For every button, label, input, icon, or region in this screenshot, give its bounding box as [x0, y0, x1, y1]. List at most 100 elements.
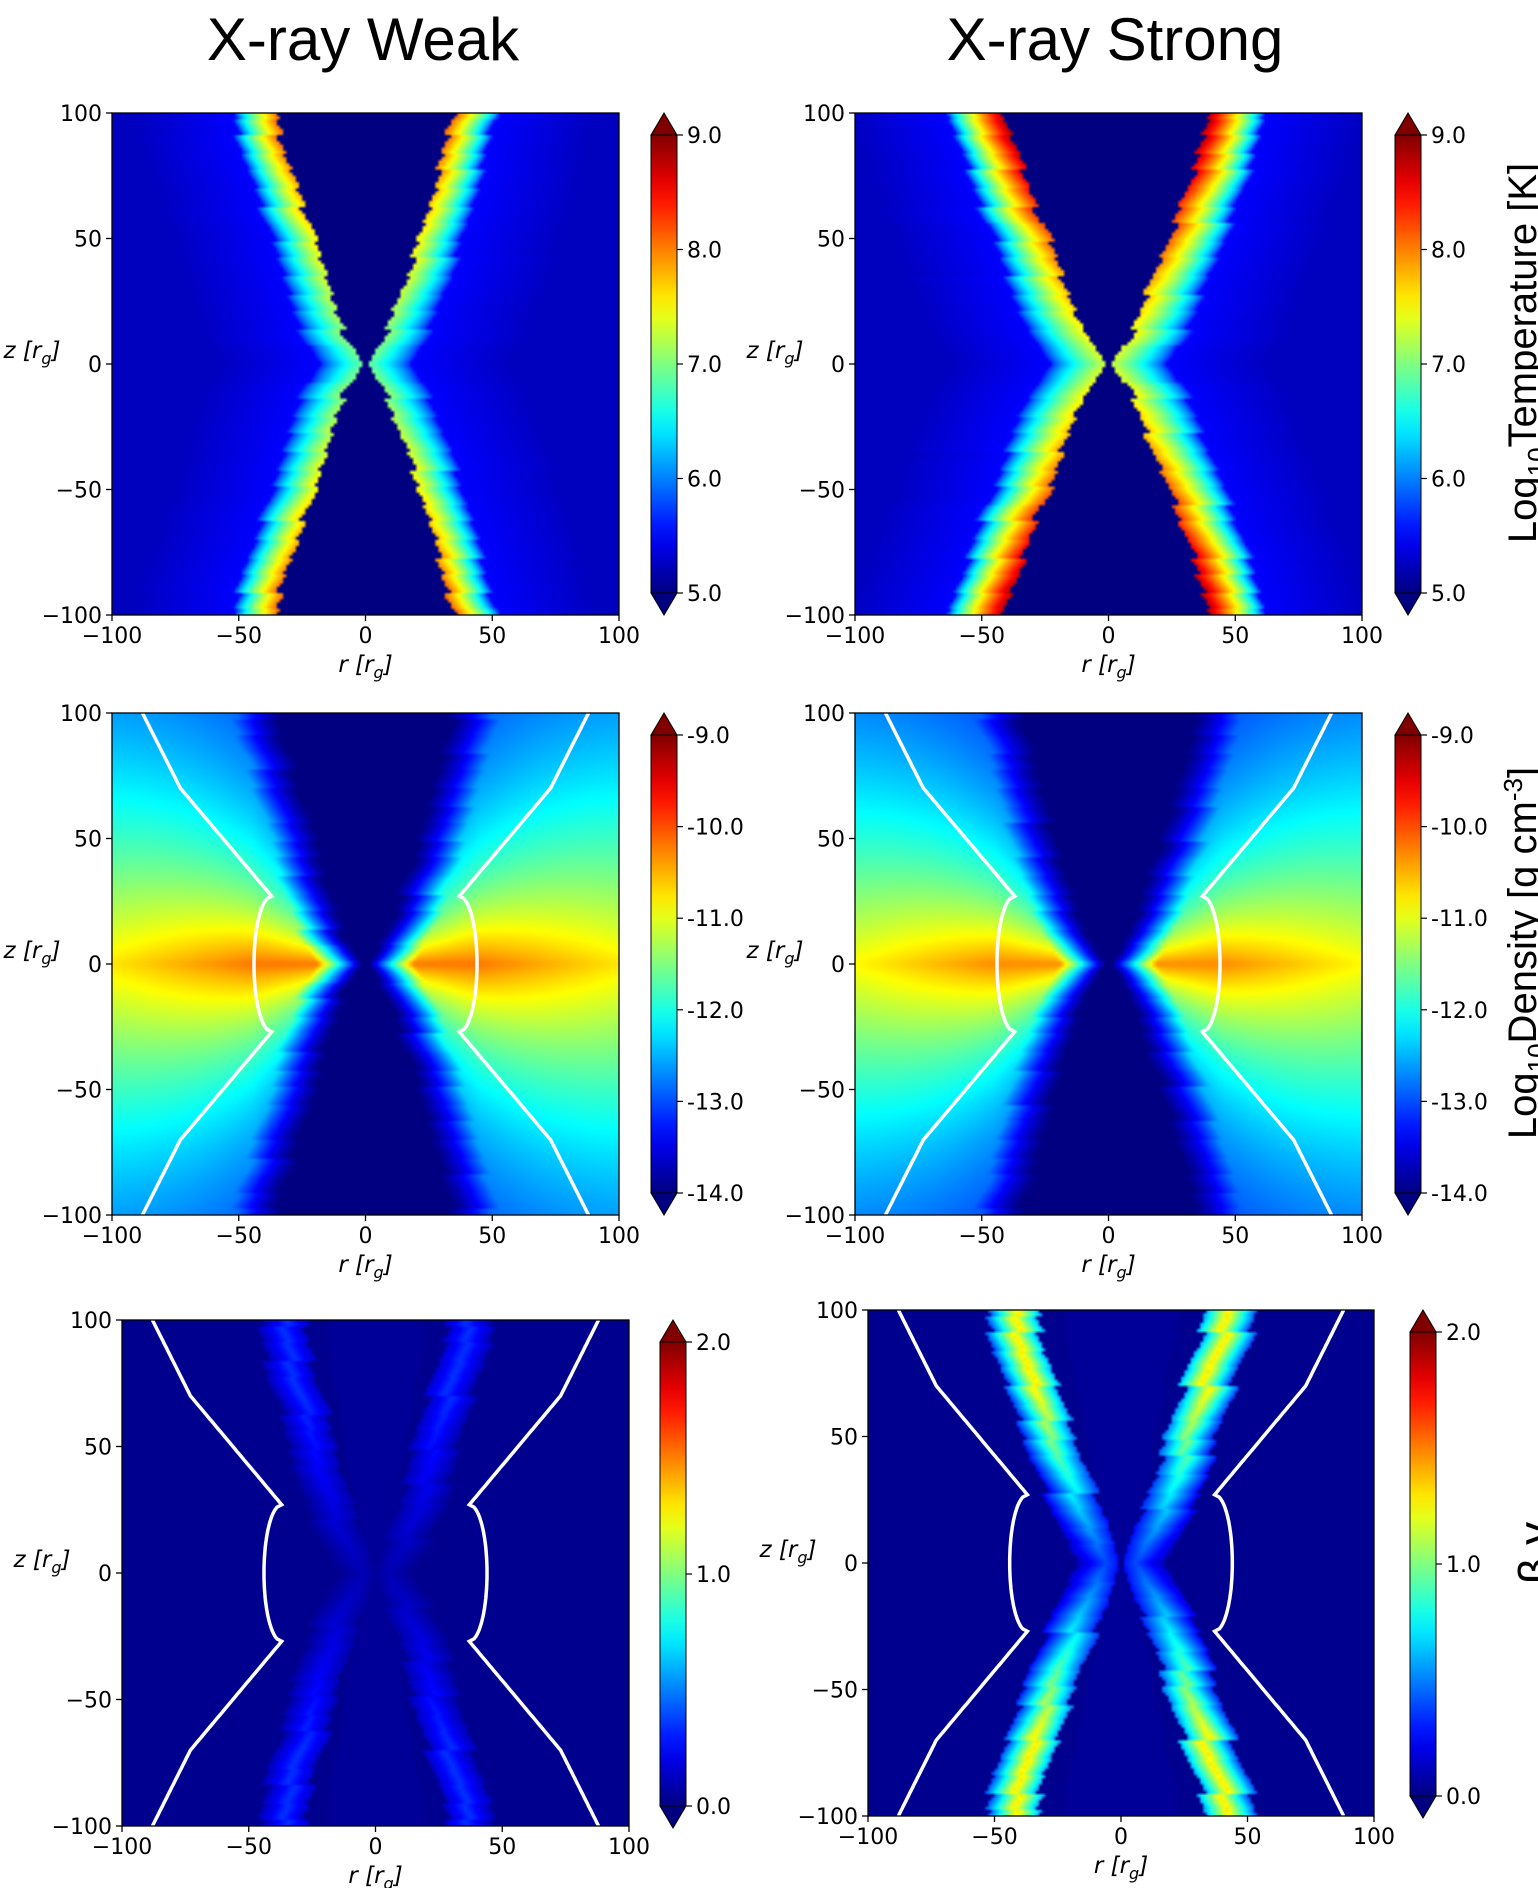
x-tick-label: −50: [959, 1224, 1005, 1249]
y-axis-label: z [rg]: [3, 938, 61, 968]
panel-bottom-left: −100 −50 0 50 100 −100 −50 0 50 100 r [rg] z [rg] 0.…: [13, 1309, 731, 1888]
colorbar-tick-label: -11.0: [1431, 907, 1488, 932]
x-tick-label: 100: [1353, 1825, 1395, 1850]
colorbar-tick-label: -14.0: [687, 1182, 744, 1207]
contour-left-middle-right: [883, 712, 1018, 1216]
colorbar-gradient: [1409, 1331, 1437, 1797]
heatmap-bottom-left: [122, 1320, 629, 1826]
contour-left-bottom-left: [150, 1319, 285, 1827]
y-tick-label: −50: [66, 1689, 112, 1714]
colorbar-gradient: [659, 1341, 687, 1807]
colorbar-label: Log10Temperature [K]: [1501, 163, 1538, 543]
x-tick-label: −50: [216, 1224, 262, 1249]
x-tick-label: −100: [825, 1224, 885, 1249]
y-tick-label: 0: [88, 953, 102, 978]
x-tick-label: 50: [1234, 1825, 1262, 1850]
colorbar-tick-label: 7.0: [1431, 353, 1466, 378]
colorbar-tick-label: -14.0: [1431, 1182, 1488, 1207]
colorbar-tick-label: -9.0: [1431, 724, 1474, 749]
y-tick-label: 100: [803, 702, 845, 727]
heatmap-top-right: [855, 113, 1362, 615]
panel-middle-left: −100 −50 0 50 100 −100 −50 0 50 100 r [rg] z [rg] -1…: [3, 702, 744, 1282]
contour-right-bottom-right: [1211, 1309, 1346, 1817]
colorbar-tick-label: 6.0: [1431, 468, 1466, 493]
column-title-right: X-ray Strong: [947, 6, 1284, 73]
x-tick-label: −50: [226, 1835, 272, 1860]
heatmap-middle-left: [112, 713, 619, 1215]
x-tick-label: −100: [82, 624, 142, 649]
x-tick-label: 50: [1221, 624, 1249, 649]
colorbar-extend-max: [1394, 112, 1422, 136]
y-tick-label: 0: [831, 953, 845, 978]
colorbar-tick-label: -10.0: [687, 816, 744, 841]
y-tick-label: 100: [60, 102, 102, 127]
y-tick-label: −100: [42, 1204, 102, 1229]
colorbar-tick-label: 9.0: [1431, 124, 1466, 149]
x-tick-label: 50: [1221, 1224, 1249, 1249]
colorbar-bottom-right: 0.0 1.0 2.0 β γ: [1409, 1309, 1538, 1819]
x-tick-label: 0: [1102, 624, 1116, 649]
colorbar-tick-label: -10.0: [1431, 816, 1488, 841]
colorbar-extend-min: [1394, 1192, 1422, 1216]
y-tick-label: −100: [42, 604, 102, 629]
x-tick-label: 50: [478, 624, 506, 649]
x-tick-label: 100: [598, 1224, 640, 1249]
y-axis-label: z [rg]: [3, 338, 61, 368]
colorbar-extend-max: [1409, 1309, 1437, 1333]
contour-right-bottom-left: [466, 1319, 601, 1827]
panel-middle-right: −100 −50 0 50 100 −100 −50 0 50 100 r [rg] z [rg] -1…: [746, 702, 1538, 1282]
colorbar-tick-label: -11.0: [687, 907, 744, 932]
colorbar-tick-label: -13.0: [687, 1090, 744, 1115]
y-tick-label: 0: [88, 353, 102, 378]
x-tick-label: 0: [359, 624, 373, 649]
panel-top-right: −100 −50 0 50 100 −100 −50 0 50 100 r [rg] z [rg] 5.…: [746, 102, 1538, 682]
colorbar-tick-label: 6.0: [687, 468, 722, 493]
x-tick-label: 50: [488, 1835, 516, 1860]
colorbar-tick-label: 8.0: [1431, 239, 1466, 264]
x-axis-label: r [rg]: [1094, 1853, 1148, 1883]
colorbar-tick-label: -13.0: [1431, 1090, 1488, 1115]
x-tick-label: 100: [598, 624, 640, 649]
x-tick-label: 100: [608, 1835, 650, 1860]
colorbar-tick-label: 5.0: [1431, 582, 1466, 607]
colorbar-tick-label: 8.0: [687, 239, 722, 264]
colorbar-tick-label: -9.0: [687, 724, 730, 749]
colorbar-tick-label: 5.0: [687, 582, 722, 607]
y-axis-label: z [rg]: [13, 1547, 71, 1577]
y-tick-label: 50: [84, 1436, 112, 1461]
panels: −100 −50 0 50 100 −100 −50 0 50 100 r [rg] z [rg] 5.…: [3, 102, 1538, 1888]
y-tick-label: −100: [785, 1204, 845, 1229]
y-tick-label: 100: [816, 1299, 858, 1324]
contour-right-middle-right: [1199, 712, 1334, 1216]
x-axis-label: r [rg]: [338, 1252, 392, 1282]
y-tick-label: 0: [844, 1552, 858, 1577]
x-tick-label: −100: [82, 1224, 142, 1249]
y-axis-label: z [rg]: [746, 938, 804, 968]
panel-top-left: −100 −50 0 50 100 −100 −50 0 50 100 r [rg] z [rg] 5.…: [3, 102, 722, 682]
colorbar-tick-label: 1.0: [696, 1563, 731, 1588]
x-axis-label: r [rg]: [1081, 1252, 1135, 1282]
colorbar-extend-min: [650, 1192, 678, 1216]
colorbar-top-right: 5.0 6.0 7.0 8.0 9.0 Log10Temperature [K]: [1394, 112, 1538, 616]
x-tick-label: 100: [1341, 624, 1383, 649]
y-tick-label: 100: [60, 702, 102, 727]
y-tick-label: −50: [56, 479, 102, 504]
x-tick-label: 0: [359, 1224, 373, 1249]
x-tick-label: −50: [971, 1825, 1017, 1850]
colorbar-extend-min: [650, 592, 678, 616]
x-axis-label: r [rg]: [1081, 652, 1135, 682]
colorbar-gradient: [650, 734, 678, 1194]
x-tick-label: 0: [1114, 1825, 1128, 1850]
x-tick-label: 100: [1341, 1224, 1383, 1249]
colorbar-extend-max: [1394, 712, 1422, 736]
x-tick-label: −100: [838, 1825, 898, 1850]
colorbar-label: β γ: [1509, 1522, 1538, 1584]
colorbar-tick-label: -12.0: [1431, 999, 1488, 1024]
colorbar-tick-label: 1.0: [1446, 1553, 1481, 1578]
colorbar-tick-label: 2.0: [1446, 1321, 1481, 1346]
y-tick-label: 100: [803, 102, 845, 127]
contour-left-bottom-right: [896, 1309, 1031, 1817]
y-tick-label: 0: [98, 1562, 112, 1587]
colorbar-gradient: [650, 134, 678, 594]
heatmap-bottom-right: [868, 1310, 1374, 1816]
